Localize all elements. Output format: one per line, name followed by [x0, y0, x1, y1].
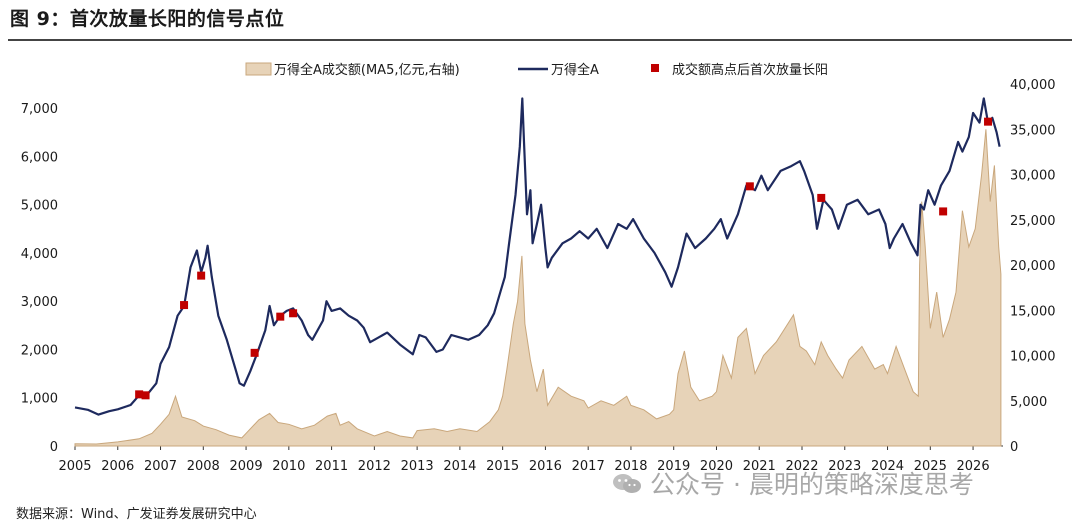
signal-marker — [141, 391, 150, 400]
watermark-text: 公众号 · 晨明的策略深度思考 — [650, 470, 974, 499]
legend-swatch-turnover — [245, 62, 272, 76]
signal-marker — [289, 309, 298, 318]
y-right-tick-label: 0 — [1010, 440, 1018, 455]
x-tick-label: 2023 — [828, 459, 861, 474]
x-tick-label: 2010 — [272, 459, 305, 474]
x-tick-label: 2022 — [785, 459, 818, 474]
y-left-tick-label: 3,000 — [21, 295, 58, 310]
legend-label-turnover: 万得全A成交额(MA5,亿元,右轴) — [274, 62, 460, 78]
wechat-icon — [612, 472, 642, 494]
x-tick-label: 2018 — [614, 459, 647, 474]
index-line-path — [74, 97, 1001, 416]
signal-marker — [276, 312, 285, 321]
x-tick-label: 2024 — [871, 459, 904, 474]
y-right-tick-label: 15,000 — [1010, 304, 1056, 319]
x-tick-label: 2012 — [358, 459, 391, 474]
turnover-area — [74, 129, 1002, 447]
x-tick-label: 2020 — [700, 459, 733, 474]
signal-marker — [250, 348, 259, 357]
watermark: 公众号 · 晨明的策略深度思考 — [612, 465, 974, 501]
y-left-tick-label: 1,000 — [21, 392, 58, 407]
legend-label-index: 万得全A — [551, 62, 599, 78]
y-right-tick-label: 25,000 — [1010, 214, 1056, 229]
signal-marker — [135, 390, 144, 399]
signal-marker — [817, 193, 826, 202]
x-tick-label: 2019 — [657, 459, 690, 474]
axes: 2005 2006 2007 2008 2009 2010 2011 2012 2013 2014… — [21, 78, 1056, 474]
y-left-tick-label: 2,000 — [21, 343, 58, 358]
signal-marker — [984, 117, 993, 126]
x-tick-label: 2005 — [58, 459, 91, 474]
y-right-tick-label: 35,000 — [1010, 123, 1056, 138]
x-tick-label: 2013 — [401, 459, 434, 474]
x-tick-label: 2011 — [315, 459, 348, 474]
y-right-tick-label: 5,000 — [1010, 395, 1047, 410]
signal-marker — [939, 207, 948, 216]
source-note: 数据来源：Wind、广发证券发展研究中心 — [16, 507, 257, 522]
x-tick-label: 2008 — [187, 459, 220, 474]
y-right-tick-label: 20,000 — [1010, 259, 1056, 274]
turnover-area-path — [74, 129, 1002, 447]
y-left-tick-label: 5,000 — [21, 199, 58, 214]
legend-swatch-signal — [651, 64, 659, 72]
x-tick-label: 2014 — [443, 459, 476, 474]
x-tick-label: 2016 — [529, 459, 562, 474]
signal-marker — [745, 182, 754, 191]
legend-label-signal: 成交额高点后首次放量长阳 — [672, 62, 828, 78]
x-tick-label: 2007 — [144, 459, 177, 474]
index-line — [74, 97, 1001, 416]
y-left-tick-label: 6,000 — [21, 150, 58, 165]
figure-title: 图 9：首次放量长阳的信号点位 — [10, 8, 285, 30]
signal-marker — [180, 301, 189, 310]
x-tick-label: 2015 — [486, 459, 519, 474]
signal-marker — [197, 271, 206, 280]
title-rule — [8, 39, 1072, 41]
x-tick-label: 2017 — [572, 459, 605, 474]
legend: 万得全A成交额(MA5,亿元,右轴) 万得全A 成交额高点后首次放量长阳 — [245, 62, 828, 78]
x-tick-label: 2025 — [914, 459, 947, 474]
x-tick-label: 2026 — [957, 459, 990, 474]
x-tick-label: 2009 — [230, 459, 263, 474]
y-right-tick-label: 40,000 — [1010, 78, 1056, 93]
x-tick-label: 2006 — [101, 459, 134, 474]
y-right-tick-label: 10,000 — [1010, 350, 1056, 365]
y-right-tick-label: 30,000 — [1010, 169, 1056, 184]
signal-markers — [135, 117, 993, 400]
x-tick-label: 2021 — [743, 459, 776, 474]
y-left-tick-label: 4,000 — [21, 247, 58, 262]
y-left-tick-label: 0 — [50, 440, 58, 455]
y-left-tick-label: 7,000 — [21, 102, 58, 117]
